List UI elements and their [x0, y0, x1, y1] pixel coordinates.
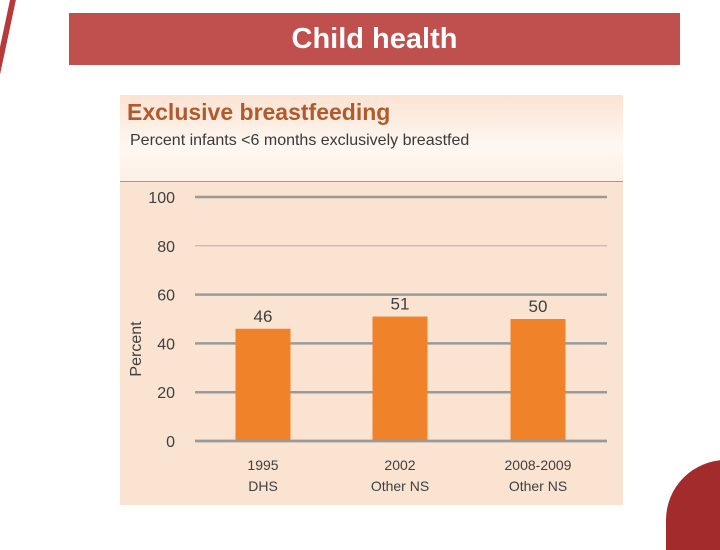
data-label: 46	[254, 307, 273, 326]
y-tick-label: 60	[157, 288, 175, 305]
bar	[235, 328, 291, 441]
x-tick-label: Other NS	[509, 478, 567, 494]
slide-title-bar: Child health	[69, 13, 680, 65]
chart-panel: Exclusive breastfeeding Percent infants …	[120, 95, 623, 505]
data-label: 50	[529, 297, 548, 316]
x-tick-label: DHS	[248, 478, 278, 494]
x-tick-label: 2008-2009	[505, 457, 572, 473]
chart-subtitle: Percent infants <6 months exclusively br…	[130, 132, 470, 149]
y-axis-label: Percent	[128, 321, 145, 377]
y-tick-label: 80	[157, 239, 175, 256]
bar	[372, 316, 428, 441]
y-tick-label: 40	[157, 336, 175, 353]
bar	[510, 319, 566, 441]
slide-title: Child health	[291, 22, 458, 55]
chart-header: Exclusive breastfeeding Percent infants …	[120, 95, 623, 182]
y-tick-label: 0	[166, 434, 175, 451]
y-tick-label: 100	[148, 190, 175, 207]
x-tick-label: 1995	[247, 457, 278, 473]
x-tick-label: 2002	[384, 457, 415, 473]
data-label: 51	[391, 295, 410, 314]
chart-title: Exclusive breastfeeding	[127, 99, 391, 125]
corner-decoration-bottom-right	[666, 460, 720, 550]
y-tick-label: 20	[157, 385, 175, 402]
bar-chart: 0 20 40 60 80 100 Percent 46 1995 DHS 51 2002 Other …	[128, 190, 607, 494]
corner-decoration-top-left	[0, 0, 17, 120]
x-tick-label: Other NS	[371, 478, 429, 494]
